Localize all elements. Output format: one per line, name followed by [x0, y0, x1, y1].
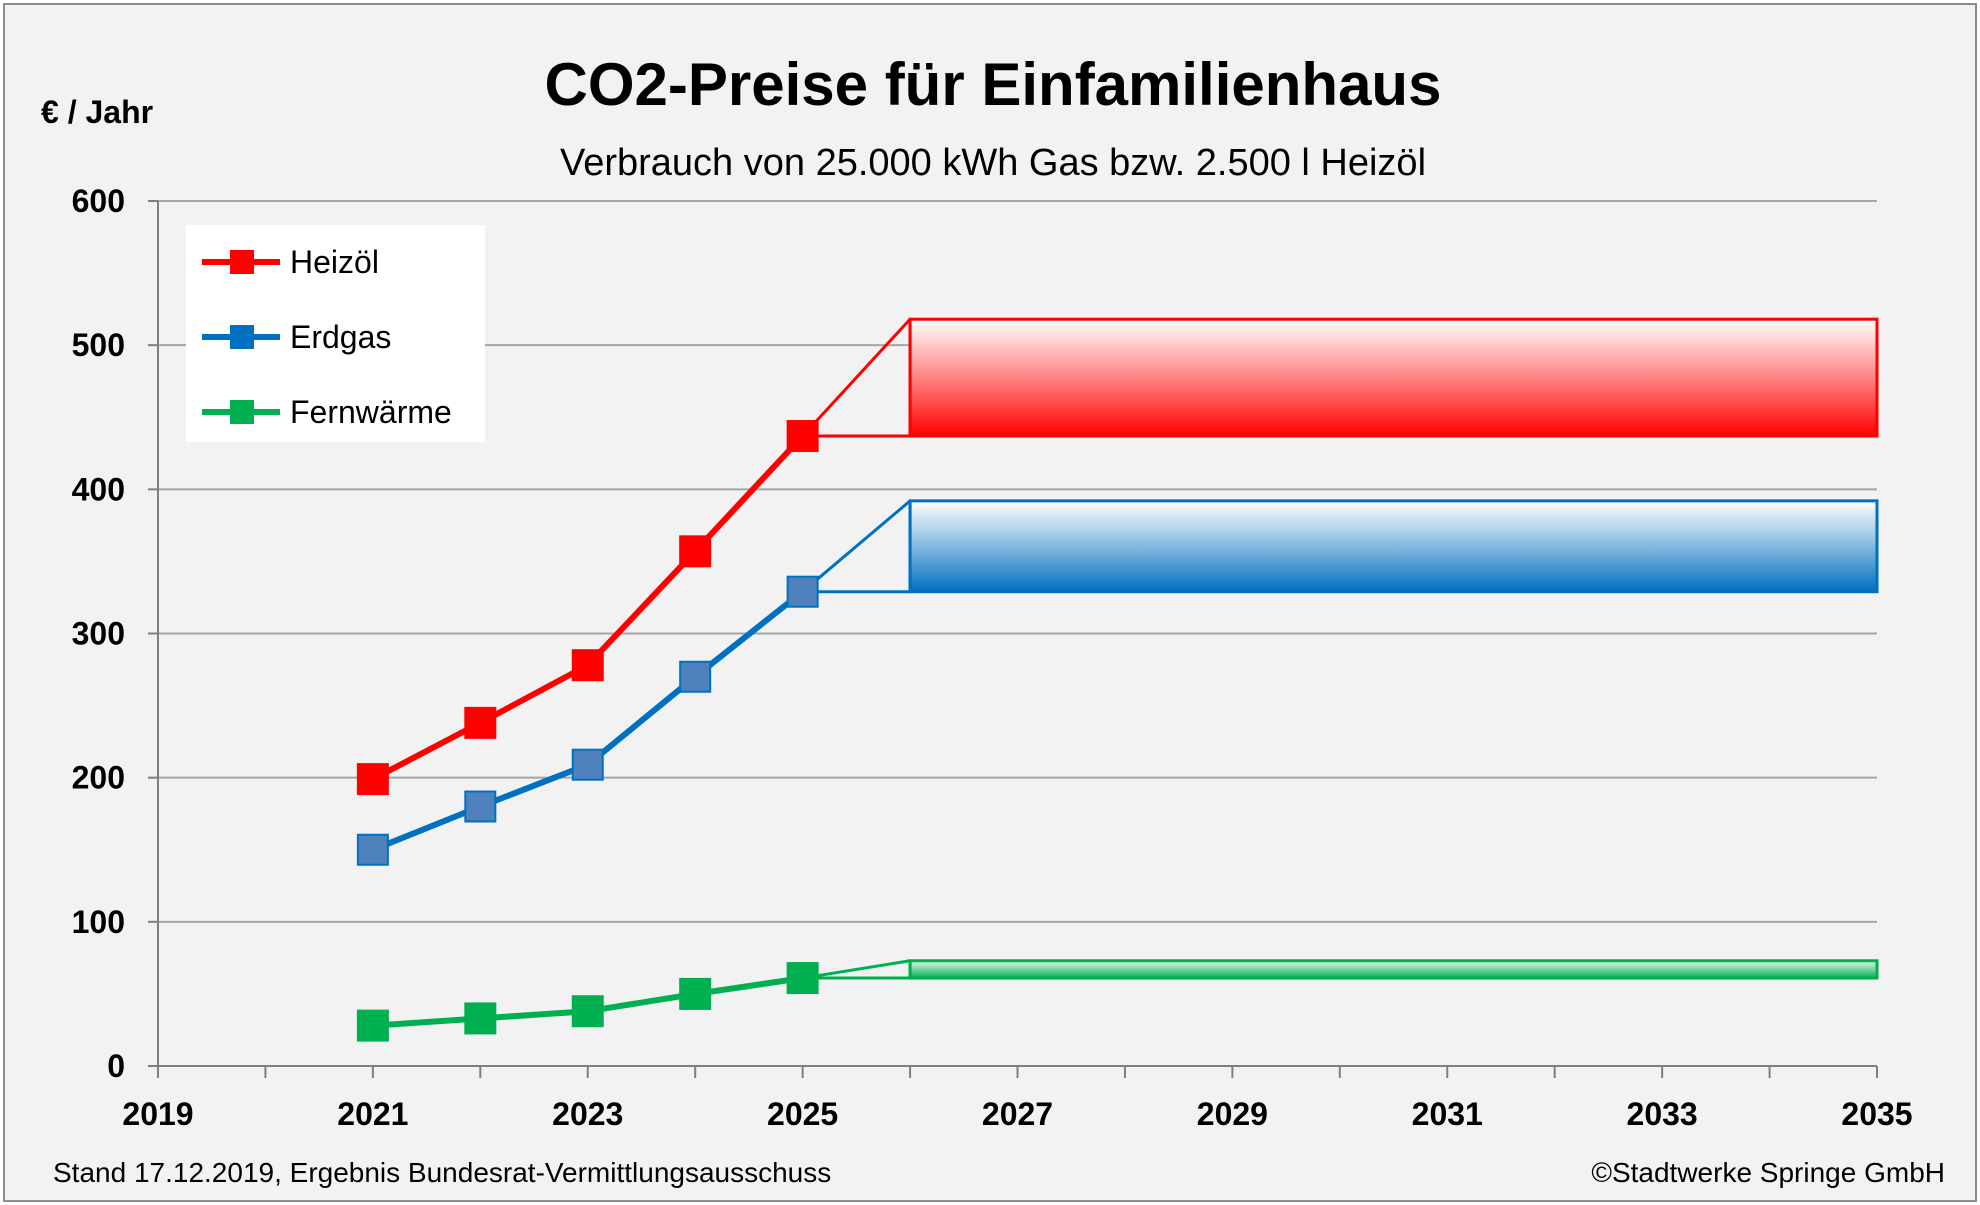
point-erdgas-2025	[786, 575, 819, 608]
y-tick-label-500: 500	[72, 327, 125, 363]
corridor-connector-erdgas	[801, 499, 912, 594]
tick-labels: 0 100 200 300 400 500 600 2019 2021 2023 2025 2027 2…	[72, 183, 1913, 1132]
chart-svg: CO2-Preise für Einfamilienhaus Verbrauch…	[41, 51, 1945, 1188]
point-heizoel-2021	[356, 763, 389, 796]
point-heizoel-2022	[464, 706, 497, 739]
x-tick-label-2033: 2033	[1627, 1096, 1698, 1132]
y-axis-unit-label: € / Jahr	[41, 94, 153, 130]
x-tick-label-2025: 2025	[767, 1096, 838, 1132]
legend-label-erdgas: Erdgas	[290, 319, 391, 355]
point-erdgas-2022	[464, 790, 497, 823]
y-tick-label-300: 300	[72, 616, 125, 652]
legend-marker-fernwaerme	[230, 400, 254, 424]
series-line-heizoel	[371, 433, 805, 782]
x-tick-label-2023: 2023	[552, 1096, 623, 1132]
footer-copyright: ©Stadtwerke Springe GmbH	[1591, 1157, 1945, 1188]
y-tick-label-400: 400	[72, 471, 125, 507]
chart-title: CO2-Preise für Einfamilienhaus	[545, 51, 1442, 118]
point-erdgas-2023	[571, 748, 604, 781]
point-fernwaerme-2024	[679, 977, 712, 1010]
point-fernwaerme-2025	[786, 962, 819, 995]
forecast-corridors	[801, 317, 1879, 980]
corridor-heizoel	[908, 317, 1879, 438]
corridor-connector-fernwaerme	[802, 959, 912, 980]
x-tick-label-2021: 2021	[337, 1096, 408, 1132]
corridor-erdgas	[908, 499, 1879, 594]
point-heizoel-2023	[571, 649, 604, 682]
x-tick-label-2035: 2035	[1841, 1096, 1912, 1132]
point-fernwaerme-2021	[356, 1009, 389, 1042]
legend: Heizöl Erdgas Fernwärme	[186, 225, 485, 442]
legend-marker-erdgas	[230, 325, 254, 349]
y-tick-label-200: 200	[72, 760, 125, 796]
axes	[148, 200, 1878, 1078]
chart-frame: CO2-Preise für Einfamilienhaus Verbrauch…	[3, 3, 1977, 1202]
point-heizoel-2024	[679, 535, 712, 568]
point-erdgas-2024	[679, 660, 712, 693]
point-heizoel-2025	[786, 419, 819, 452]
legend-label-fernwaerme: Fernwärme	[290, 394, 452, 430]
chart-subtitle: Verbrauch von 25.000 kWh Gas bzw. 2.500 …	[560, 142, 1426, 184]
point-fernwaerme-2023	[571, 995, 604, 1028]
point-erdgas-2021	[356, 833, 389, 866]
corridor-connector-heizoel	[801, 317, 912, 438]
x-tick-label-2027: 2027	[982, 1096, 1053, 1132]
x-tick-label-2031: 2031	[1412, 1096, 1483, 1132]
series-lines	[356, 419, 819, 1042]
y-tick-label-100: 100	[72, 904, 125, 940]
legend-marker-heizoel	[230, 250, 254, 274]
point-fernwaerme-2022	[464, 1002, 497, 1035]
y-tick-label-0: 0	[107, 1048, 125, 1084]
legend-label-heizoel: Heizöl	[290, 244, 379, 280]
footer-source: Stand 17.12.2019, Ergebnis Bundesrat-Ver…	[53, 1157, 831, 1188]
y-tick-label-600: 600	[72, 183, 125, 219]
corridor-fernwaerme	[908, 959, 1879, 980]
x-tick-label-2019: 2019	[122, 1096, 193, 1132]
x-tick-label-2029: 2029	[1197, 1096, 1268, 1132]
series-line-erdgas	[371, 589, 805, 853]
